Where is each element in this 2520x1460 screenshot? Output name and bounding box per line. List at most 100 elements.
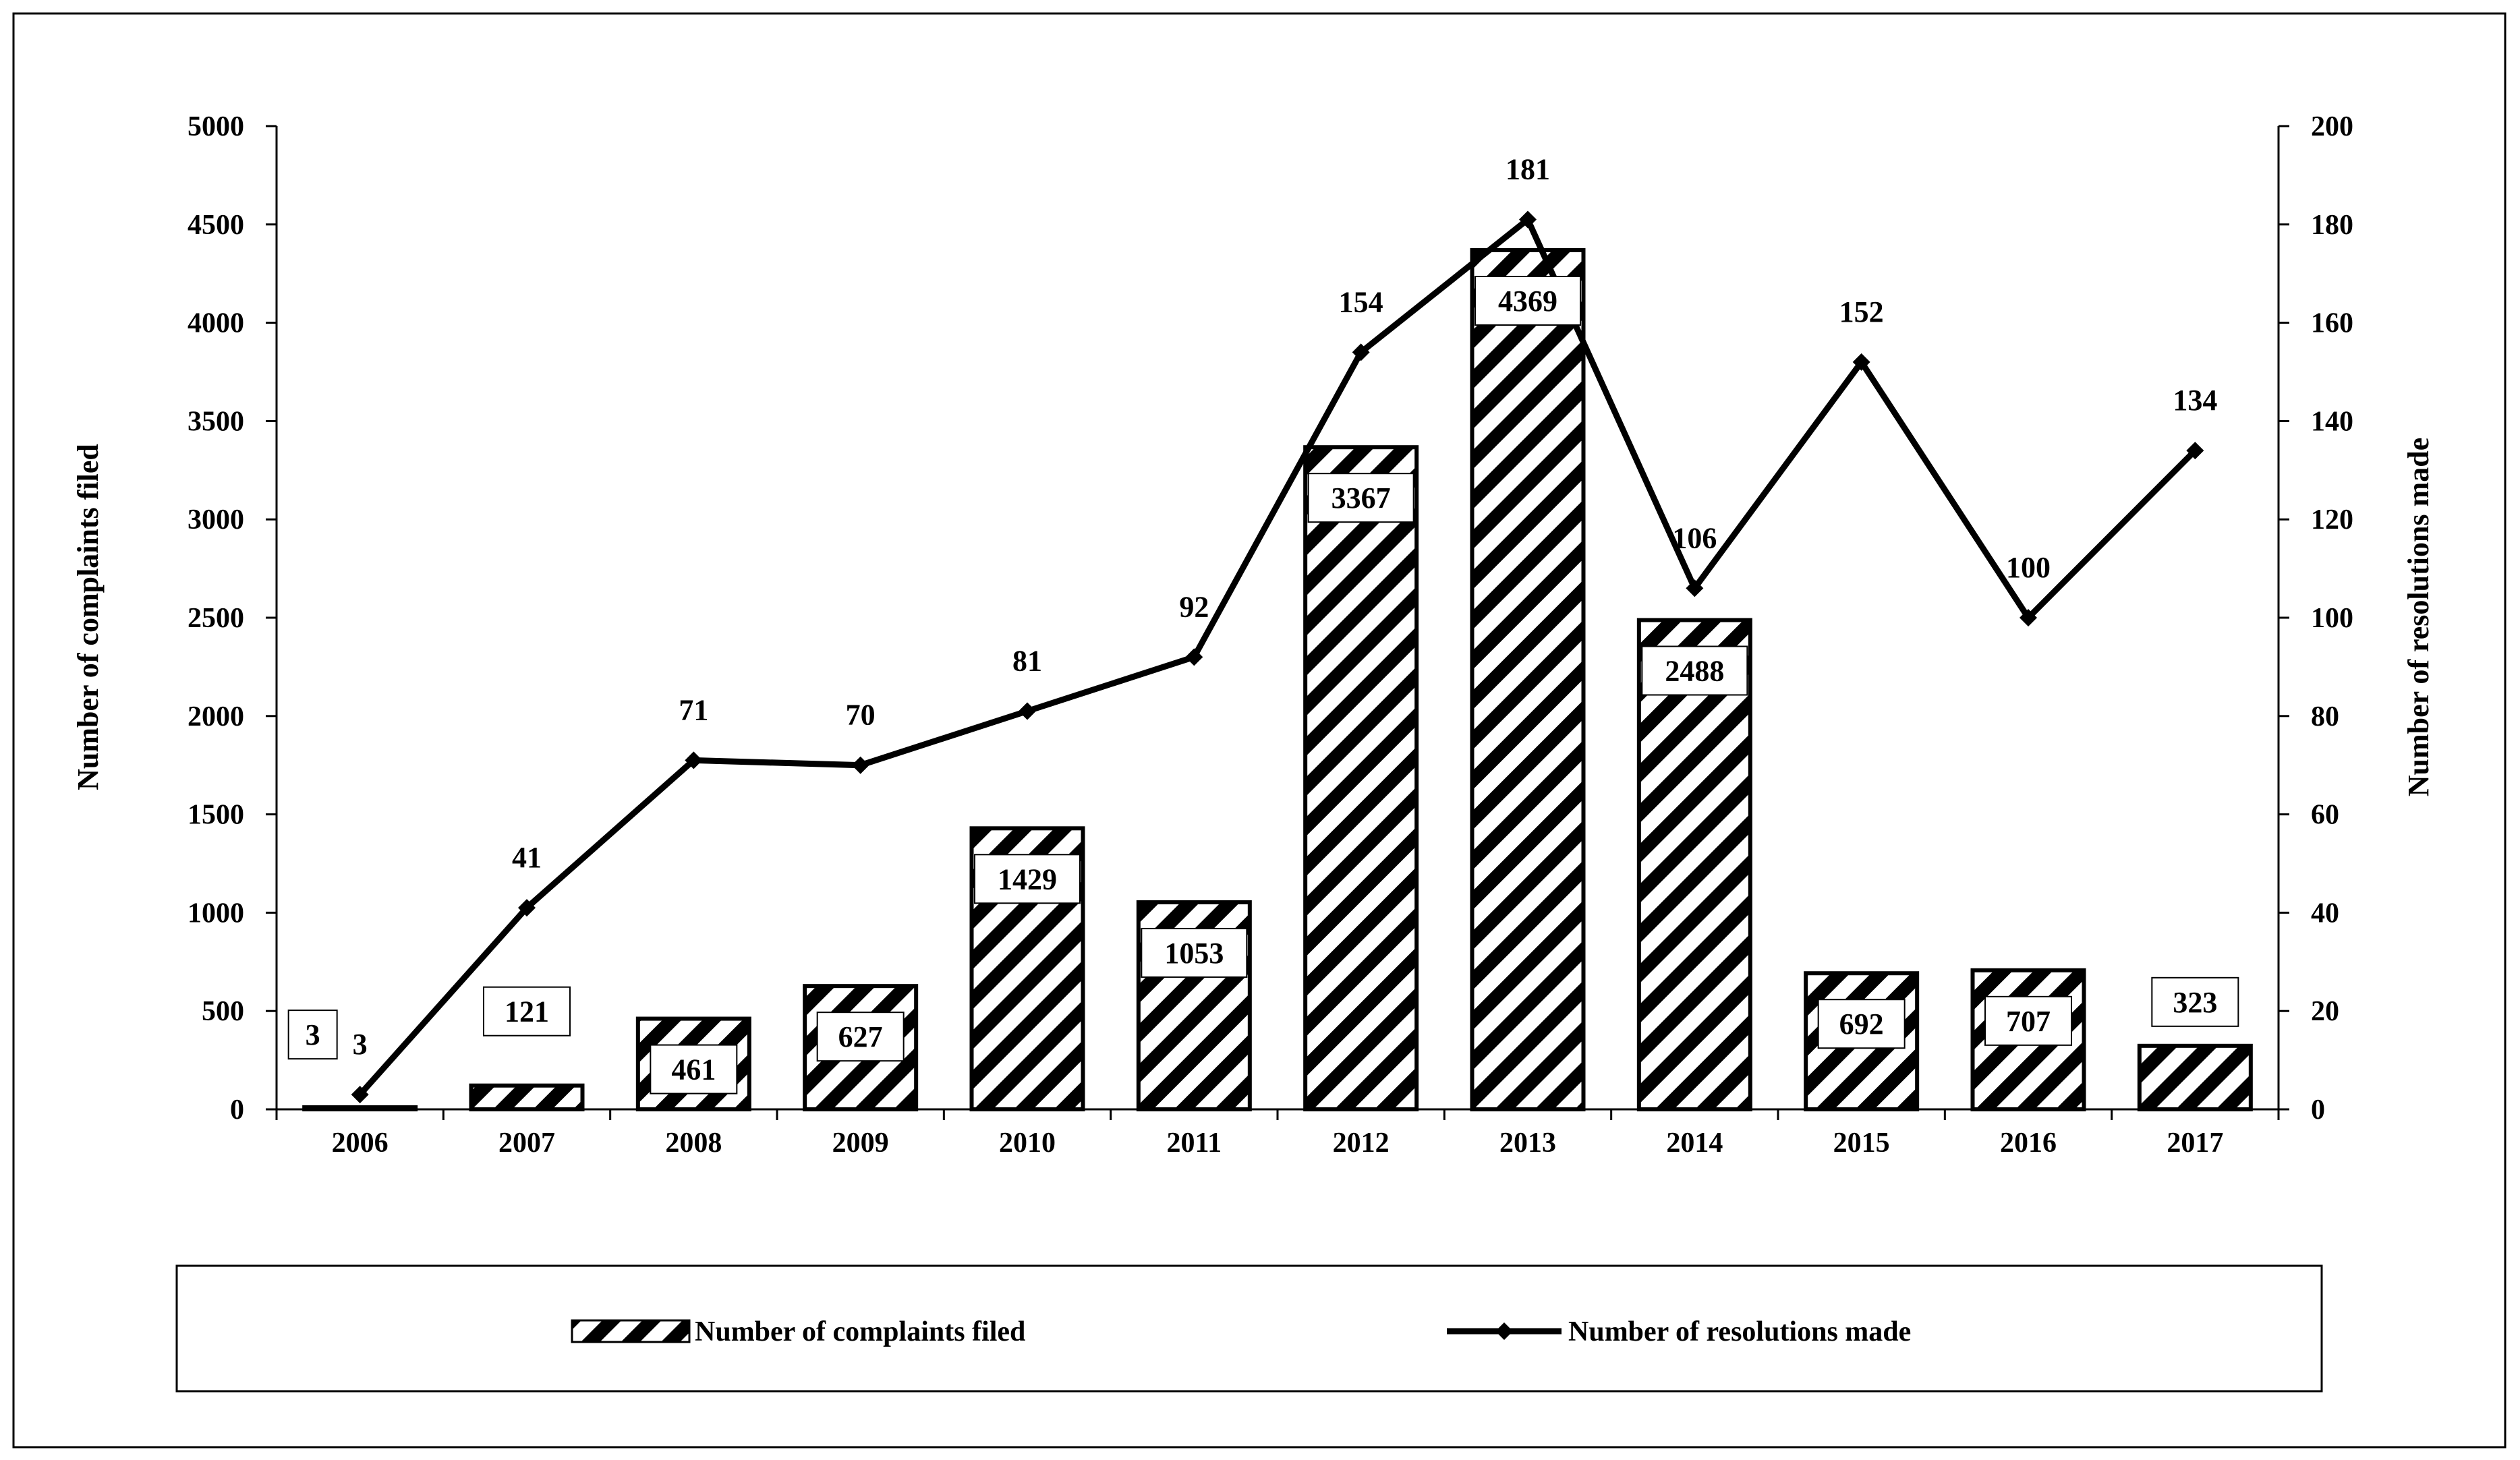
line-data-label: 41 xyxy=(512,841,542,874)
x-tick-label: 2011 xyxy=(1166,1128,1222,1159)
outer-border xyxy=(12,12,2507,1449)
x-tick-label: 2014 xyxy=(1666,1128,1723,1159)
legend-box xyxy=(175,1264,2323,1393)
legend-line-marker xyxy=(1495,1322,1513,1340)
x-tick-label: 2006 xyxy=(332,1128,389,1159)
right-tick-label: 200 xyxy=(2311,111,2353,142)
bar-series xyxy=(302,247,2253,1112)
bar-data-label: 707 xyxy=(2006,1005,2051,1038)
left-tick-label: 2000 xyxy=(188,701,244,732)
x-tick-label: 2008 xyxy=(665,1128,722,1159)
bar-label-box xyxy=(1141,927,1248,978)
bar xyxy=(1636,618,1752,1111)
line-data-label: 106 xyxy=(1672,521,1717,554)
resolutions-line xyxy=(357,214,2198,1097)
line-data-label: 81 xyxy=(1012,645,1042,678)
bar xyxy=(302,1105,418,1111)
bar-data-labels: 3 121 461 627 1429 1053 3367 4369 2488 692 707 323 xyxy=(287,275,2239,1094)
line-data-label: 134 xyxy=(2173,384,2217,417)
line-data-label: 70 xyxy=(846,699,876,732)
x-tick-label: 2012 xyxy=(1333,1128,1390,1159)
line-marker xyxy=(1352,343,1370,361)
left-tick-label: 2500 xyxy=(188,603,244,634)
bar-label-box xyxy=(1641,645,1748,696)
bar-data-label: 3 xyxy=(306,1018,320,1051)
line-data-label: 181 xyxy=(1506,153,1550,186)
left-tick-label: 3500 xyxy=(188,406,244,437)
line-marker xyxy=(685,751,703,769)
bar-label-box xyxy=(1984,995,2072,1046)
line-data-label: 71 xyxy=(679,693,708,726)
line-data-label: 154 xyxy=(1339,285,1383,318)
bar-label-box xyxy=(2151,976,2239,1027)
bar-data-label: 627 xyxy=(838,1020,883,1053)
bar-label-box xyxy=(1307,473,1414,523)
x-tick-label: 2015 xyxy=(1833,1128,1890,1159)
line-series xyxy=(351,210,2204,1104)
line-data-label: 3 xyxy=(353,1028,368,1061)
line-marker xyxy=(351,1086,369,1104)
x-tick-label: 2016 xyxy=(2000,1128,2057,1159)
right-tick-label: 160 xyxy=(2311,308,2353,339)
left-tick-label: 4500 xyxy=(188,210,244,241)
line-marker xyxy=(1185,648,1203,666)
bar-label-box xyxy=(1817,999,1906,1049)
left-tick-label: 500 xyxy=(202,996,244,1027)
line-data-label: 152 xyxy=(1839,295,1884,328)
bar-data-label: 1053 xyxy=(1164,937,1224,970)
bar-data-label: 2488 xyxy=(1665,654,1724,687)
right-tick-label: 180 xyxy=(2311,210,2353,241)
right-tick-label: 60 xyxy=(2311,800,2339,831)
left-axis-title: Number of complaints filed xyxy=(71,444,105,790)
bar-label-box xyxy=(974,854,1081,904)
bar xyxy=(1303,445,1419,1111)
line-marker xyxy=(1686,579,1704,597)
bar-data-label: 4369 xyxy=(1498,285,1557,318)
right-tick-label: 100 xyxy=(2311,603,2353,634)
left-tick-label: 1000 xyxy=(188,898,244,929)
left-axis: 0 500 1000 1500 2000 2500 3000 3500 4000 4500 5000 xyxy=(188,111,278,1126)
right-axis-title: Number of resolutions made xyxy=(2402,438,2435,797)
bar-data-label: 461 xyxy=(671,1053,716,1086)
legend-line-label: Number of resolutions made xyxy=(1568,1316,1911,1347)
bar-data-label: 692 xyxy=(1839,1008,1884,1041)
line-marker xyxy=(2020,609,2037,626)
right-tick-label: 40 xyxy=(2311,898,2339,929)
line-data-label: 100 xyxy=(2006,551,2051,584)
left-tick-label: 4000 xyxy=(188,308,244,339)
x-tick-label: 2013 xyxy=(1499,1128,1556,1159)
right-tick-label: 80 xyxy=(2311,701,2339,732)
bar-label-box xyxy=(287,1010,338,1060)
x-tick-label: 2007 xyxy=(498,1128,555,1159)
line-marker xyxy=(2186,442,2204,460)
legend-bar-label: Number of complaints filed xyxy=(695,1316,1025,1347)
x-tick-label: 2017 xyxy=(2167,1128,2223,1159)
x-tick-label: 2009 xyxy=(832,1128,889,1159)
right-tick-label: 0 xyxy=(2311,1094,2325,1126)
line-marker xyxy=(851,756,869,774)
bar xyxy=(2137,1043,2253,1112)
bar xyxy=(469,1083,585,1112)
bar-label-box xyxy=(1474,275,1581,326)
bar xyxy=(1470,247,1586,1111)
x-tick-label: 2010 xyxy=(999,1128,1056,1159)
bar-data-label: 121 xyxy=(505,995,549,1028)
bar-label-box xyxy=(816,1012,905,1062)
right-axis: 0 20 40 60 80 100 120 140 160 180 200 xyxy=(2277,111,2353,1126)
left-tick-label: 5000 xyxy=(188,111,244,142)
left-tick-label: 3000 xyxy=(188,504,244,535)
line-marker xyxy=(1519,210,1537,229)
bar-data-label: 323 xyxy=(2173,986,2217,1019)
legend: Number of complaints filed Number of res… xyxy=(175,1264,2323,1393)
bar-data-label: 3367 xyxy=(1331,481,1391,515)
bar-label-box xyxy=(483,986,571,1036)
bar-label-box xyxy=(650,1044,738,1094)
line-marker xyxy=(1019,702,1036,720)
right-tick-label: 120 xyxy=(2311,504,2353,535)
right-tick-label: 20 xyxy=(2311,996,2339,1027)
left-tick-label: 1500 xyxy=(188,800,244,831)
bar-data-label: 1429 xyxy=(998,863,1057,896)
line-marker xyxy=(1852,353,1870,371)
x-axis: 2006 2007 2008 2009 2010 2011 2012 2013 2014 2015… xyxy=(275,1108,2280,1159)
left-tick-label: 0 xyxy=(230,1094,244,1126)
